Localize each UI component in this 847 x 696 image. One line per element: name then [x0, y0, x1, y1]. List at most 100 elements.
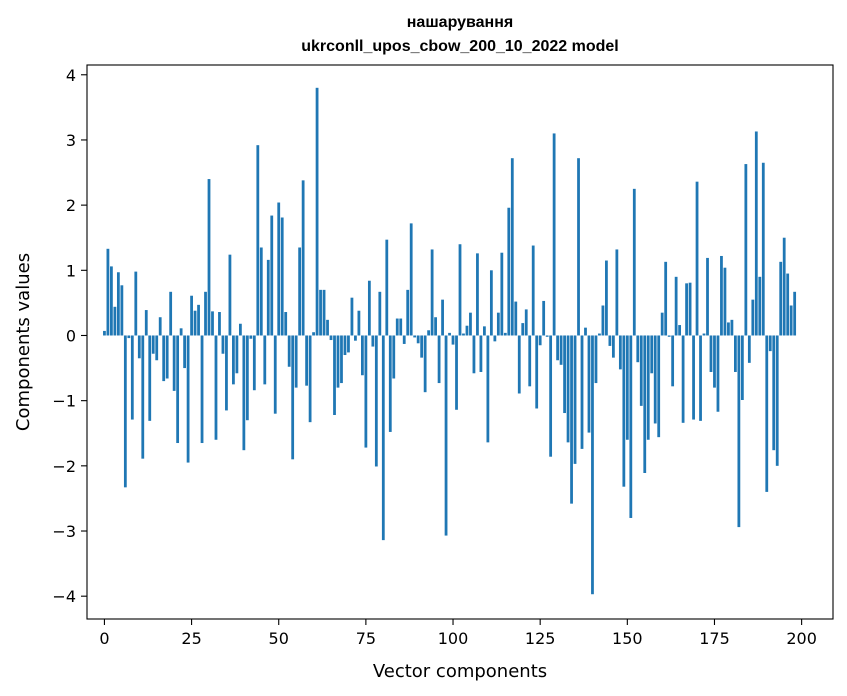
x-tick-label: 50: [269, 629, 289, 648]
bar-106: [472, 335, 476, 374]
bar-64: [326, 319, 329, 336]
bar-196: [786, 273, 790, 336]
bar-22: [179, 328, 183, 336]
bar-55: [294, 335, 298, 388]
bar-173: [706, 257, 709, 336]
bar-157: [650, 335, 654, 374]
bar-163: [671, 335, 675, 387]
bar-181: [734, 335, 737, 372]
bar-144: [605, 260, 608, 336]
bar-8: [130, 335, 134, 420]
bar-103: [462, 333, 465, 336]
bar-140: [591, 335, 594, 595]
bar-197: [789, 305, 793, 336]
bar-45: [259, 247, 263, 336]
bar-47: [266, 259, 270, 336]
bar-194: [779, 261, 783, 336]
bar-7: [127, 335, 131, 339]
bar-158: [653, 335, 657, 424]
bar-1: [106, 248, 110, 336]
bar-34: [221, 335, 225, 354]
bar-191: [768, 335, 772, 352]
bar-146: [611, 335, 615, 358]
bar-107: [476, 253, 479, 336]
bar-141: [594, 335, 598, 384]
bar-56: [298, 247, 302, 336]
bar-170: [695, 181, 699, 336]
bar-175: [713, 335, 716, 388]
bar-69: [343, 335, 347, 356]
bar-122: [528, 335, 532, 387]
chart-subtitle: ukrconll_upos_cbow_200_10_2022 model: [301, 38, 618, 55]
y-tick-label: −2: [52, 457, 76, 476]
bar-49: [273, 335, 277, 414]
bar-116: [507, 207, 511, 336]
bar-2: [110, 266, 113, 336]
bar-156: [646, 335, 650, 440]
bar-189: [761, 162, 765, 336]
x-tick-label: 75: [356, 629, 376, 648]
x-axis-ticks: 0 25 50 75 100 125 150 175 200: [99, 619, 817, 648]
bar-30: [207, 179, 211, 336]
bar-4: [116, 272, 120, 336]
bar-98: [444, 335, 448, 536]
bar-178: [723, 267, 727, 336]
bar-128: [549, 335, 553, 457]
bar-27: [197, 304, 200, 336]
bar-118: [514, 301, 518, 336]
bar-80: [381, 335, 385, 541]
y-axis-ticks: −4 −3 −2 −1 0 1 2 3 4: [52, 66, 87, 606]
bar-54: [291, 335, 295, 460]
y-tick-label: 1: [66, 261, 76, 280]
bar-184: [744, 164, 748, 336]
bar-65: [329, 335, 333, 341]
bar-88: [409, 223, 413, 336]
bar-149: [622, 335, 626, 487]
bar-143: [601, 305, 605, 336]
y-tick-label: −1: [52, 392, 76, 411]
bar-48: [270, 215, 274, 336]
bar-35: [225, 335, 228, 411]
bar-44: [256, 145, 260, 336]
bar-10: [137, 335, 141, 359]
bar-117: [510, 158, 514, 336]
bar-177: [720, 255, 723, 336]
bar-82: [388, 335, 392, 432]
bar-57: [301, 180, 305, 336]
bar-150: [625, 335, 629, 440]
bar-94: [430, 249, 434, 336]
bar-13: [148, 335, 152, 421]
x-tick-label: 200: [786, 629, 817, 648]
bar-151: [629, 335, 633, 518]
bar-23: [183, 335, 186, 369]
bar-160: [660, 312, 664, 336]
bar-185: [747, 335, 751, 363]
bar-105: [469, 312, 472, 336]
bar-147: [615, 249, 619, 336]
bar-120: [521, 323, 525, 336]
bar-42: [249, 335, 253, 339]
x-tick-label: 150: [612, 629, 643, 648]
bar-14: [151, 335, 155, 354]
bar-100: [451, 335, 455, 345]
bar-97: [441, 299, 444, 336]
bar-21: [176, 335, 180, 444]
bar-124: [535, 335, 539, 409]
y-tick-label: 2: [66, 196, 76, 215]
bar-142: [598, 333, 601, 336]
y-tick-label: −3: [52, 522, 76, 541]
bar-81: [385, 239, 389, 336]
bar-18: [165, 335, 169, 379]
y-tick-label: 4: [66, 66, 76, 85]
bar-132: [563, 335, 566, 414]
bar-51: [280, 217, 284, 336]
bar-162: [667, 335, 671, 337]
bar-68: [340, 335, 343, 384]
bar-104: [465, 325, 469, 336]
bar-155: [643, 335, 647, 473]
bar-152: [632, 188, 636, 336]
bar-139: [587, 335, 591, 433]
bar-182: [737, 335, 741, 528]
x-tick-label: 25: [181, 629, 201, 648]
bar-31: [211, 311, 214, 336]
